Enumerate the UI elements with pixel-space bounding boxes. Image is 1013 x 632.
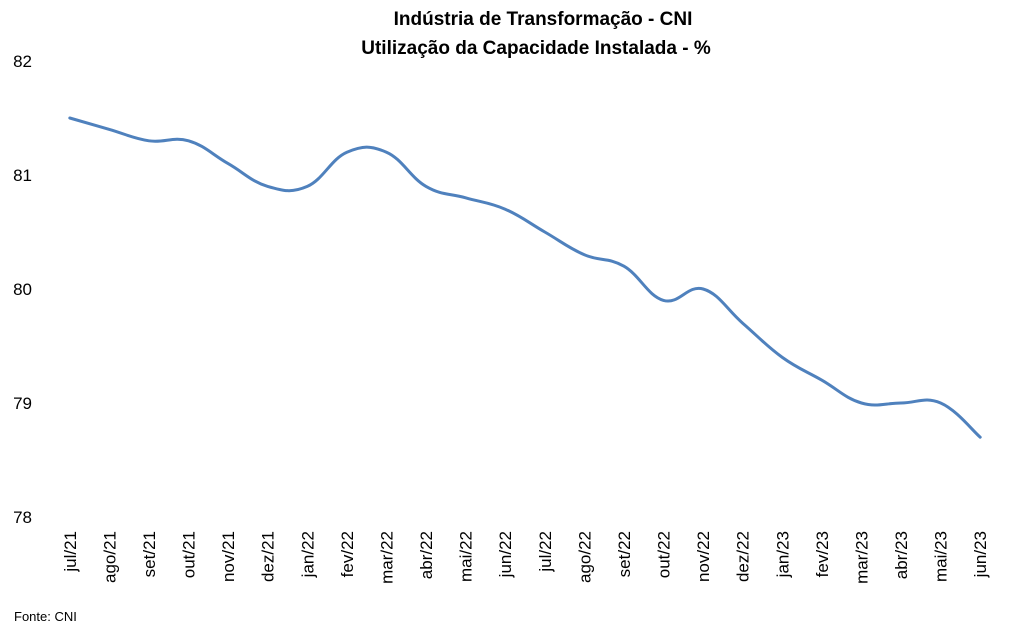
x-tick-label: out/21 (180, 531, 199, 578)
y-tick-label: 82 (13, 52, 32, 71)
series-group (68, 116, 982, 439)
x-tick-label: dez/22 (734, 531, 753, 582)
x-axis: jul/21 ago/21 set/21 out/21 nov/21 dez/21 jan/… (61, 531, 990, 584)
y-tick-label: 78 (13, 508, 32, 527)
x-tick-label: nov/22 (694, 531, 713, 582)
x-tick-label: jun/22 (496, 531, 515, 578)
x-tick-label: dez/21 (259, 531, 278, 582)
x-tick-label: jan/23 (773, 531, 792, 578)
x-tick-label: set/21 (140, 531, 159, 577)
x-tick-label: mai/22 (457, 531, 476, 582)
x-tick-label: nov/21 (219, 531, 238, 582)
series-line (68, 116, 982, 439)
x-tick-label: out/22 (655, 531, 674, 578)
y-tick-label: 80 (13, 280, 32, 299)
y-axis: 78 79 80 81 82 (13, 52, 32, 527)
y-tick-label: 81 (13, 166, 32, 185)
x-tick-label: jun/23 (971, 531, 990, 578)
x-tick-label: abr/23 (892, 531, 911, 579)
x-tick-label: mai/23 (932, 531, 951, 582)
x-tick-label: fev/23 (813, 531, 832, 577)
source-note: Fonte: CNI (14, 609, 77, 624)
x-tick-label: ago/22 (575, 531, 594, 583)
y-tick-label: 79 (13, 394, 32, 413)
x-tick-label: set/22 (615, 531, 634, 577)
x-tick-label: mar/23 (852, 531, 871, 584)
x-tick-label: jul/21 (61, 531, 80, 573)
chart-title: Indústria de Transformação - CNI (394, 9, 693, 30)
x-tick-label: jul/22 (536, 531, 555, 573)
chart-subtitle: Utilização da Capacidade Instalada - % (361, 38, 711, 59)
x-tick-label: ago/21 (100, 531, 119, 583)
x-tick-label: abr/22 (417, 531, 436, 579)
x-tick-label: fev/22 (338, 531, 357, 577)
x-tick-label: jan/22 (298, 531, 317, 578)
x-tick-label: mar/22 (377, 531, 396, 584)
